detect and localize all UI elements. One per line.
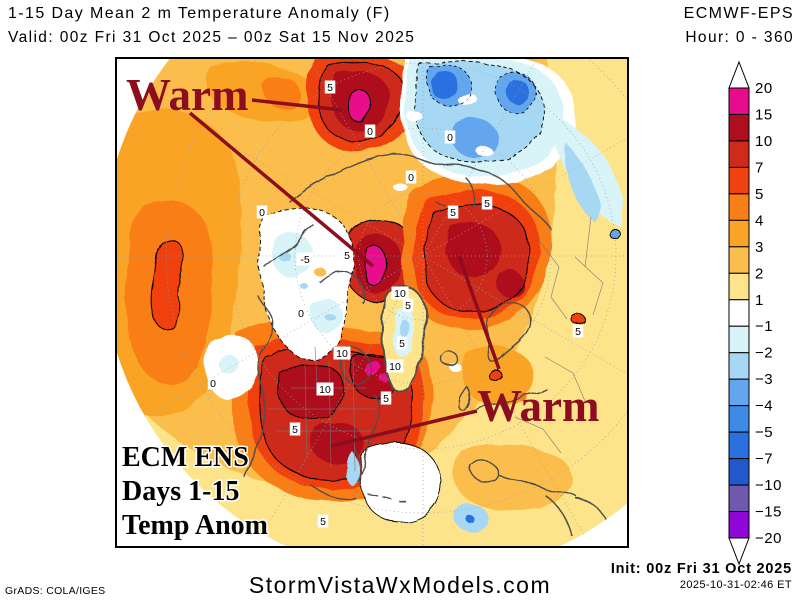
colorbar-tick-label: −3 <box>755 371 773 388</box>
colorbar-tick-label: 1 <box>755 292 764 309</box>
contour-label: 0 <box>210 378 216 390</box>
contour-label: 0 <box>367 126 373 138</box>
contour-label: 0 <box>259 207 265 219</box>
contour-label: 0 <box>447 132 453 144</box>
colorbar-segment <box>729 512 749 538</box>
model-name: ECMWF-EPS <box>684 5 794 23</box>
colorbar-segment <box>729 353 749 379</box>
colorbar-segment <box>729 273 749 299</box>
warm-annotation-lower: Warm <box>477 381 599 431</box>
contour-label: 0 <box>298 308 304 320</box>
colorbar-tick-label: −10 <box>755 477 782 494</box>
warm-annotation-upper: Warm <box>126 70 248 120</box>
contour-label: 5 <box>320 516 326 528</box>
contour-label: 5 <box>575 326 581 338</box>
colorbar-tick-label: −7 <box>755 451 773 468</box>
colorbar-tick-label: 7 <box>755 159 764 176</box>
colorbar-tick-label: −4 <box>755 398 773 415</box>
colorbar-tick-label: −1 <box>755 318 773 335</box>
grads-credit: GrADS: COLA/IGES <box>5 585 106 597</box>
contour-label: 5 <box>327 82 333 94</box>
colorbar-segment <box>729 141 749 167</box>
forecast-hour-range: Hour: 0 - 360 <box>685 29 794 47</box>
colorbar-tick-label: 15 <box>755 106 773 123</box>
contour-label: 5 <box>292 424 298 436</box>
colorbar-segment <box>729 379 749 405</box>
contour-label: 10 <box>336 348 348 360</box>
colorbar-panel: 20 15 10 7 5 4 3 2 1 −1 −2 −3 −4 −5 −7 −10 −15 −20 <box>700 57 800 577</box>
contour-label: 5 <box>399 338 405 350</box>
contour-label: 10 <box>389 361 401 373</box>
colorbar-tick-label: −5 <box>755 424 773 441</box>
contour-label: 10 <box>394 288 406 300</box>
colorbar-tick-label: −15 <box>755 504 782 521</box>
colorbar-segment <box>729 485 749 511</box>
colorbar-tick-label: −2 <box>755 345 773 362</box>
colorbar-segment <box>729 406 749 432</box>
page-title: 1-15 Day Mean 2 m Temperature Anomaly (F… <box>8 5 391 23</box>
anomaly-map: 5000055-505105101051055055 Warm Warm ECM… <box>115 57 629 548</box>
colorbar-tick-label: 4 <box>755 212 764 229</box>
contour-label: 0 <box>408 172 414 184</box>
colorbar-segment <box>729 432 749 458</box>
colorbar: 20 15 10 7 5 4 3 2 1 −1 −2 −3 −4 −5 −7 −10 −15 −20 <box>700 57 800 577</box>
colorbar-tick-label: 20 <box>755 80 773 97</box>
colorbar-segment <box>729 220 749 246</box>
colorbar-tick-label: 10 <box>755 133 773 150</box>
colorbar-segment <box>729 167 749 193</box>
colorbar-tick-label: 5 <box>755 186 764 203</box>
weather-map-page: 1-15 Day Mean 2 m Temperature Anomaly (F… <box>0 0 800 600</box>
contour-label: 5 <box>383 393 389 405</box>
valid-range: Valid: 00z Fri 31 Oct 2025 – 00z Sat 15 … <box>8 29 415 47</box>
model-block-line1: ECM ENS <box>122 442 249 473</box>
generated-timestamp: 2025-10-31-02:46 ET <box>680 579 792 591</box>
contour-label: 5 <box>344 250 350 262</box>
colorbar-segment <box>729 247 749 273</box>
contour-label: 5 <box>450 207 456 219</box>
colorbar-cells <box>729 88 749 538</box>
contour-label: 5 <box>405 300 411 312</box>
model-block-line2: Days 1-15 <box>122 476 239 507</box>
colorbar-segment <box>729 300 749 326</box>
contour-label: 5 <box>484 198 490 210</box>
colorbar-tick-label: 3 <box>755 239 764 256</box>
contour-label: 10 <box>319 384 331 396</box>
colorbar-segment <box>729 459 749 485</box>
init-time: Init: 00z Fri 31 Oct 2025 <box>611 561 792 577</box>
colorbar-segment <box>729 88 749 114</box>
colorbar-segment <box>729 114 749 140</box>
colorbar-arrow-up <box>729 62 749 88</box>
colorbar-tick-labels: 20 15 10 7 5 4 3 2 1 −1 −2 −3 −4 −5 −7 −10 −15 −20 <box>755 80 782 547</box>
colorbar-tick-label: −20 <box>755 530 782 547</box>
map-disk: 5000055-505105101051055055 <box>115 57 629 548</box>
colorbar-tick-label: 2 <box>755 265 764 282</box>
colorbar-segment <box>729 326 749 352</box>
colorbar-segment <box>729 194 749 220</box>
model-block-line3: Temp Anom <box>122 510 268 541</box>
contour-label: -5 <box>300 254 309 266</box>
map-panel: 5000055-505105101051055055 Warm Warm ECM… <box>115 57 629 548</box>
